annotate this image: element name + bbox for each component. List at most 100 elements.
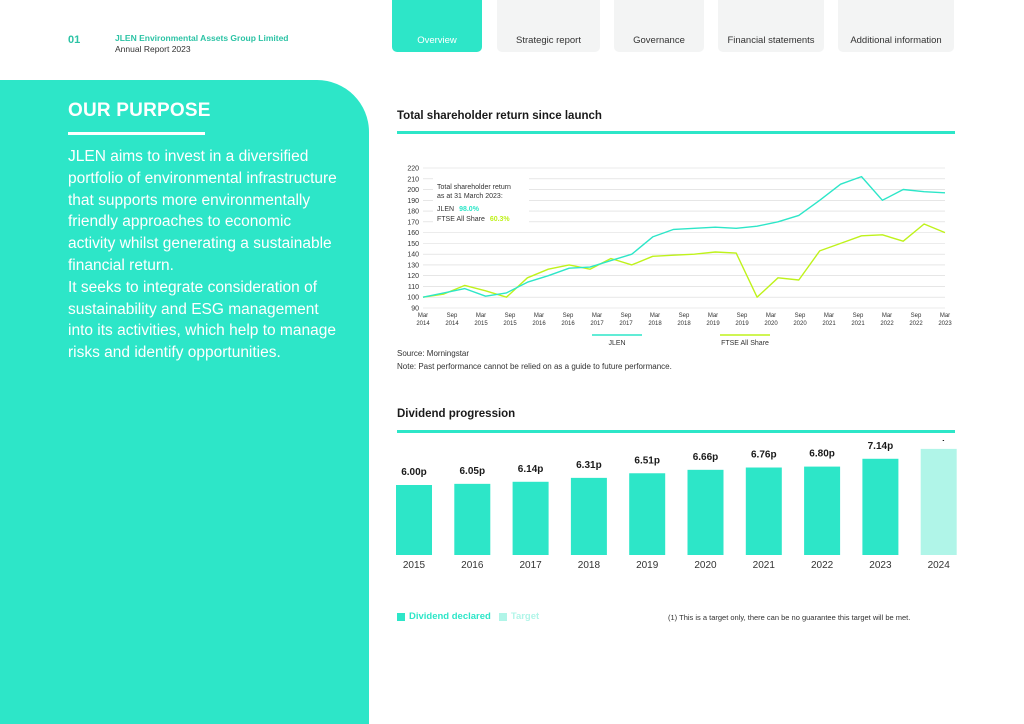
tsr-x-tick-label: 2014: [445, 321, 459, 327]
dividend-year-label: 2024: [928, 560, 951, 571]
purpose-paragraph-2: It seeks to integrate consideration of s…: [68, 278, 336, 362]
tsr-x-tick-label: 2018: [677, 321, 691, 327]
legend-label-declared: Dividend declared: [409, 611, 491, 622]
tsr-annotation-ftse: FTSE All Share 60.3%: [437, 216, 510, 223]
dividend-year-label: 2023: [869, 560, 892, 571]
legend-swatch-declared: [397, 612, 405, 621]
report-title: Annual Report 2023: [115, 44, 191, 54]
tsr-x-tick-label: 2017: [590, 321, 604, 327]
tab-strategic-report[interactable]: Strategic report: [497, 0, 600, 52]
tsr-x-tick-label: 2015: [503, 321, 517, 327]
dividend-value-label: 7.57p(1): [923, 440, 955, 442]
tsr-x-tick-label: 2021: [851, 321, 865, 327]
tsr-y-tick-label: 120: [407, 273, 419, 280]
tsr-y-tick-label: 160: [407, 230, 419, 237]
dividend-value-label: 6.76p: [751, 450, 777, 461]
company-name: JLEN Environmental Assets Group Limited: [115, 33, 289, 43]
tsr-x-tick-label: Sep: [563, 313, 574, 319]
tsr-x-tick-label: Sep: [795, 313, 806, 319]
tsr-x-tick-label: 2020: [764, 321, 778, 327]
tsr-x-tick-label: Mar: [708, 313, 718, 319]
purpose-text: JLEN aims to invest in a diversified por…: [68, 146, 338, 364]
dividend-bar-2020: [687, 469, 724, 555]
tsr-annotation-line2: as at 31 March 2023:: [437, 193, 503, 200]
tsr-x-tick-label: Mar: [592, 313, 602, 319]
dividend-bar-2024: [920, 448, 957, 555]
tsr-line-chart: 90 100 110 120 130 140 150 160 170 180 190 200 210 22…: [407, 166, 952, 348]
dividend-title-rule: [397, 430, 955, 433]
tsr-x-tick-label: Mar: [940, 313, 950, 319]
dividend-year-label: 2018: [578, 560, 601, 571]
tsr-x-tick-label: 2018: [648, 321, 662, 327]
tsr-title-rule: [397, 131, 955, 134]
tsr-y-tick-label: 200: [407, 187, 419, 194]
tsr-annotation-bg: [433, 178, 529, 228]
tab-additional-information[interactable]: Additional information: [838, 0, 954, 52]
tsr-legend-label: JLEN: [608, 340, 625, 347]
tab-overview[interactable]: Overview: [392, 0, 482, 52]
tsr-annotation-ftse-value: 60.3%: [490, 216, 511, 223]
tsr-x-tick-label: 2016: [561, 321, 575, 327]
dividend-footnote: (1) This is a target only, there can be …: [668, 613, 911, 622]
tsr-x-tick-label: Sep: [853, 313, 864, 319]
tsr-source: Source: Morningstar: [397, 349, 470, 358]
dividend-value-label: 6.00p: [401, 467, 427, 478]
tsr-x-tick-label: Mar: [476, 313, 486, 319]
page-number: 01: [68, 34, 81, 46]
tsr-x-tick-label: Mar: [418, 313, 428, 319]
tsr-y-tick-label: 150: [407, 241, 419, 248]
purpose-panel: [0, 80, 369, 724]
tsr-x-tick-label: Mar: [534, 313, 544, 319]
tsr-y-tick-label: 180: [407, 209, 419, 216]
tsr-y-tick-label: 100: [407, 295, 419, 302]
dividend-year-label: 2016: [461, 560, 484, 571]
tsr-y-tick-label: 140: [407, 252, 419, 259]
tsr-x-tick-label: 2015: [474, 321, 488, 327]
tsr-x-tick-label: 2014: [416, 321, 430, 327]
tsr-x-tick-label: Sep: [505, 313, 516, 319]
dividend-bar-2015: [396, 485, 432, 555]
tsr-y-tick-label: 110: [408, 284, 419, 291]
dividend-bar-2016: [454, 483, 491, 555]
tab-financial-statements[interactable]: Financial statements: [718, 0, 824, 52]
dividend-title: Dividend progression: [397, 408, 516, 420]
tsr-annotation: Total shareholder return as at 31 March …: [433, 178, 529, 228]
tsr-x-tick-label: 2016: [532, 321, 546, 327]
tsr-x-tick-label: 2020: [793, 321, 807, 327]
dividend-bar-2018: [570, 477, 607, 555]
tsr-annotation-jlen: JLEN 98.0%: [437, 206, 480, 213]
tsr-x-tick-label: Sep: [621, 313, 632, 319]
tsr-x-tick-label: Mar: [882, 313, 892, 319]
tsr-x-tick-label: 2019: [706, 321, 720, 327]
legend-swatch-target: [498, 612, 507, 621]
dividend-value-label: 6.14p: [518, 464, 544, 475]
dividend-year-label: 2019: [636, 560, 659, 571]
tsr-title: Total shareholder return since launch: [397, 110, 602, 122]
tsr-y-axis: 90 100 110 120 130 140 150 160 170 180 190 200 210 22…: [407, 166, 419, 313]
dividend-bar-2019: [629, 473, 666, 555]
tsr-x-tick-label: 2023: [938, 321, 952, 327]
dividend-value-label: 7.14p: [868, 441, 894, 452]
tsr-note: Note: Past performance cannot be relied …: [397, 362, 672, 371]
tsr-x-tick-label: 2022: [880, 321, 894, 327]
tsr-y-tick-label: 90: [411, 306, 419, 313]
tsr-x-axis: Mar 2014 Sep 2014 Mar 2015 Sep 2015 Mar 2016 Sep 20…: [416, 313, 952, 327]
tsr-x-tick-label: 2022: [909, 321, 923, 327]
dividend-value-label: 6.51p: [634, 455, 660, 466]
tsr-y-tick-label: 220: [407, 166, 419, 173]
tab-governance[interactable]: Governance: [614, 0, 704, 52]
dividend-legend: Dividend declared Target: [397, 611, 539, 622]
tsr-annotation-line1: Total shareholder return: [437, 184, 511, 191]
tsr-x-tick-label: Mar: [824, 313, 834, 319]
dividend-bar-2022: [804, 466, 841, 555]
tsr-x-tick-label: 2017: [619, 321, 633, 327]
dividend-bar-2021: [745, 467, 782, 555]
dividend-value-label: 6.66p: [693, 452, 719, 463]
tsr-series-line-jlen: [422, 175, 946, 298]
tsr-legend-label: FTSE All Share: [721, 340, 769, 347]
dividend-year-label: 2021: [753, 560, 776, 571]
tsr-series: [422, 175, 946, 298]
tsr-x-tick-label: Sep: [911, 313, 922, 319]
tsr-y-tick-label: 210: [407, 176, 419, 183]
purpose-title: OUR PURPOSE: [68, 100, 211, 121]
